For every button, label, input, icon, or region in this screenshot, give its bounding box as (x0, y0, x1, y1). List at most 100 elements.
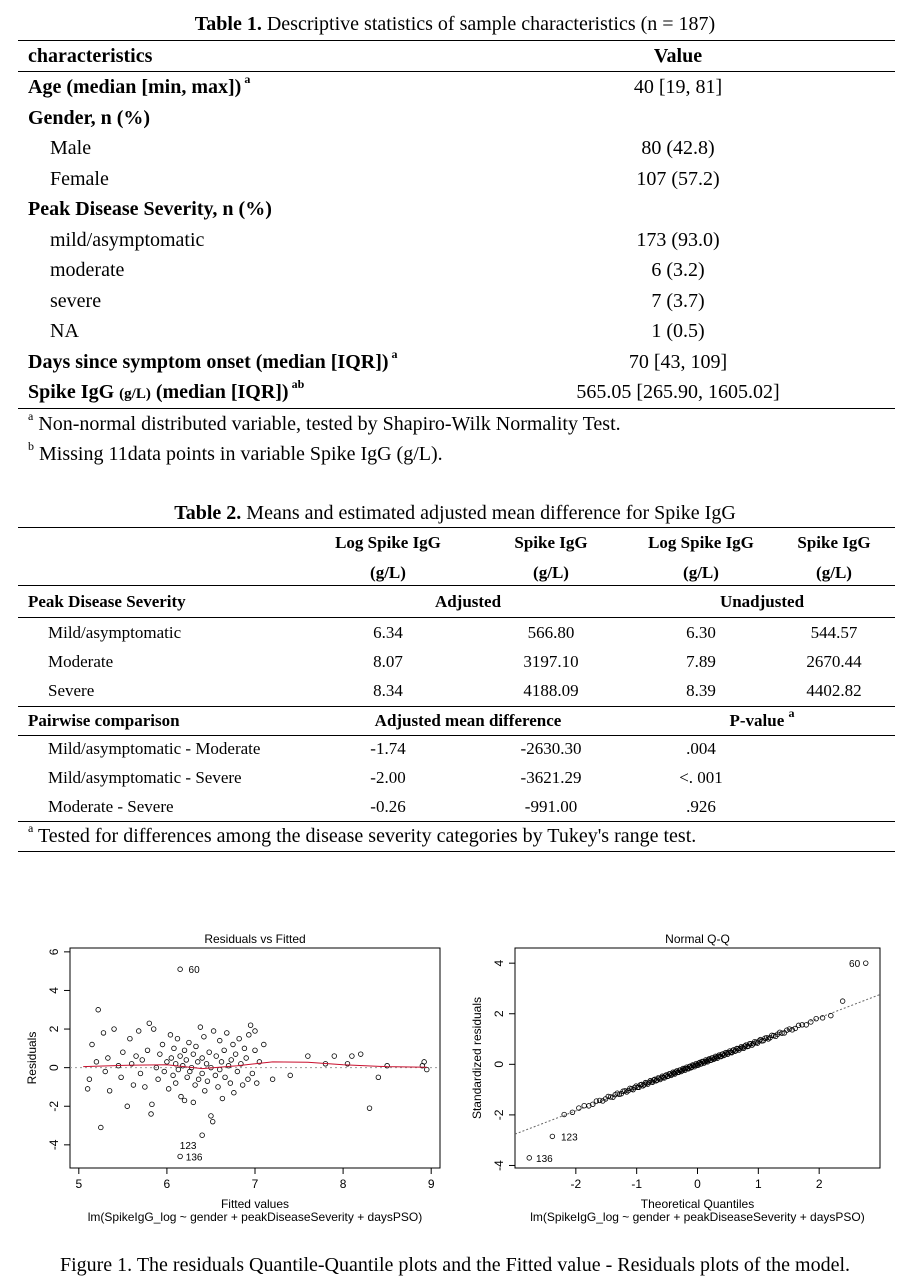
residual-point (203, 1061, 210, 1067)
residual-point (221, 1047, 227, 1053)
table2-row-label: Severe (48, 681, 95, 700)
outlier-label: 123 (180, 1141, 197, 1152)
residual-point (210, 1118, 216, 1125)
plot-title: Normal Q-Q (665, 932, 730, 946)
qq-point (640, 1083, 646, 1089)
x-tick-label: 1 (755, 1177, 762, 1191)
table2-section2-label: Pairwise comparison (28, 711, 180, 730)
table2-cell: 8.07 (373, 652, 403, 671)
table1-bottom-rule (18, 408, 895, 409)
residual-point (98, 1124, 104, 1131)
residual-point (236, 1036, 242, 1042)
table1-row-value: 565.05 [265.90, 1605.02] (576, 381, 780, 403)
residual-point (225, 1063, 232, 1069)
qq-point (813, 1015, 819, 1022)
table2-cell: .004 (686, 739, 716, 758)
table2-adjusted-label: Adjusted (434, 592, 502, 611)
qq-point (576, 1105, 582, 1111)
table2-adj-mean-diff-label: Adjusted mean difference (374, 711, 562, 730)
residual-point (177, 1053, 183, 1059)
table1-header-characteristics: characteristics (28, 45, 153, 67)
residual-point (86, 1076, 93, 1082)
plot-subtitle: lm(SpikeIgG_log ~ gender + peakDiseaseSe… (530, 1210, 865, 1224)
residual-point (217, 1066, 223, 1073)
outlier-point (199, 1132, 205, 1138)
residual-point (206, 1049, 212, 1055)
residual-point (305, 1053, 311, 1059)
residual-point (100, 1030, 107, 1036)
residual-point (183, 1057, 189, 1063)
x-tick-label: 7 (252, 1177, 259, 1191)
table2-row-label: Mild/asymptomatic - Moderate (48, 739, 261, 758)
residual-point (186, 1039, 192, 1046)
table1-row-label: Age (median [min, max]) a (28, 72, 251, 98)
outlier-point (177, 1153, 183, 1160)
table2-cell: 544.57 (810, 623, 858, 642)
qq-point (779, 1030, 785, 1036)
residual-point (93, 1059, 100, 1065)
table1-row-value: 6 (3.2) (651, 259, 705, 281)
x-tick-label: 6 (164, 1177, 171, 1191)
table2-pvalue-label: P-value a (729, 706, 795, 730)
residual-point (197, 1024, 204, 1030)
table2-cell: 6.30 (686, 623, 716, 642)
residual-point (165, 1086, 172, 1092)
residual-point (161, 1068, 167, 1075)
residual-point (174, 1036, 181, 1042)
qq-point (828, 1012, 834, 1019)
qq-point (581, 1103, 587, 1109)
qq-point (799, 1022, 805, 1028)
residual-point (384, 1063, 390, 1069)
table1-row-value: 70 [43, 109] (628, 350, 728, 373)
residual-point (424, 1066, 430, 1073)
residual-point (217, 1037, 223, 1044)
table2-bottom-rule (18, 821, 895, 822)
table2-cell: -2630.30 (520, 739, 582, 758)
qq-point (549, 1133, 556, 1140)
residual-point (228, 1057, 234, 1063)
y-tick-label: -2 (47, 1101, 61, 1112)
residual-point (128, 1061, 135, 1067)
residual-point (181, 1097, 188, 1104)
residual-point (249, 1070, 256, 1077)
outlier-label: 123 (561, 1132, 578, 1143)
table1-row-value: 40 [19, 81] (633, 76, 723, 98)
qq-point (526, 1155, 532, 1161)
x-axis-label: Fitted values (221, 1197, 289, 1211)
y-tick-label: 2 (492, 1010, 506, 1017)
residual-point (349, 1053, 355, 1059)
residual-point (269, 1076, 276, 1082)
residual-point (199, 1055, 205, 1061)
table2-section2-top-rule (18, 706, 895, 707)
residual-point (167, 1032, 174, 1038)
table1-row-label: severe (50, 289, 102, 312)
table2-col1-header: Log Spike IgG (g/L) (335, 533, 441, 582)
y-axis-label: Residuals (25, 1032, 39, 1085)
residual-point (208, 1113, 214, 1119)
table2-row-label: Moderate (48, 652, 114, 671)
table1-row-value: 107 (57.2) (636, 167, 720, 190)
y-tick-label: 0 (47, 1064, 61, 1071)
residual-point (168, 1055, 175, 1061)
outlier-label: 136 (536, 1154, 553, 1165)
table1-row-label: Spike IgG (g/L) (median [IQR]) ab (28, 377, 305, 403)
outlier-label: 136 (186, 1152, 203, 1163)
residual-point (148, 1111, 154, 1117)
table1-row-value: 1 (0.5) (651, 320, 705, 342)
table2-cell: 8.34 (373, 681, 403, 700)
residual-point (102, 1068, 108, 1075)
qq-point (839, 998, 846, 1004)
table1-row-value: 173 (93.0) (636, 228, 720, 251)
smooth-line (83, 1061, 427, 1070)
residual-point (238, 1061, 244, 1067)
table2-col4-header: Spike IgG (g/L) (797, 533, 871, 582)
residual-point (245, 1076, 251, 1082)
table2-cell: -1.74 (370, 739, 406, 758)
qq-point (784, 1027, 790, 1033)
residual-point (210, 1028, 217, 1034)
table2-row-label: Mild/asymptomatic (48, 623, 182, 642)
table1-row-label: Gender, n (%) (28, 106, 151, 129)
residual-point (252, 1028, 258, 1034)
qq-point (808, 1019, 814, 1025)
residuals-vs-fitted-plot: Residuals vs Fitted 5 6 7 8 9 -4 -2 0 2 4 6 Fitted v… (25, 932, 441, 1224)
